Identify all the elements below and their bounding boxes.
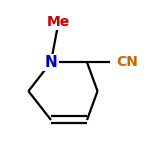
Text: N: N — [45, 55, 57, 70]
Text: CN: CN — [117, 55, 138, 69]
Text: Me: Me — [47, 15, 70, 29]
